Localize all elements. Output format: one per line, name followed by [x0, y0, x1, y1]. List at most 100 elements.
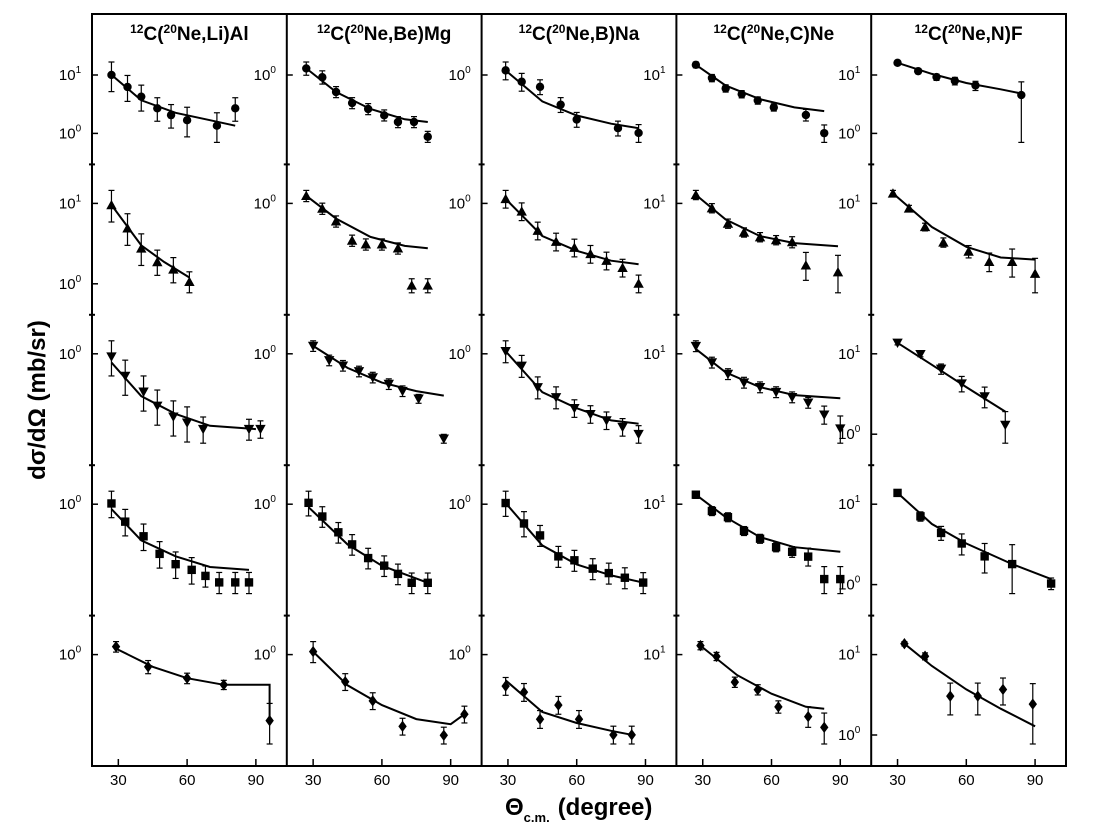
data-point	[152, 401, 163, 412]
data-point	[231, 578, 240, 587]
y-tick-label: 100	[448, 645, 471, 664]
data-point	[753, 96, 762, 105]
data-point	[532, 383, 543, 393]
data-point	[302, 64, 311, 73]
data-point	[638, 578, 648, 587]
panel-title: 12C(20Ne,C)Ne	[713, 22, 834, 45]
y-tick-label: 100	[254, 344, 277, 363]
data-point	[244, 578, 254, 587]
data-point	[168, 412, 179, 422]
data-point	[123, 82, 132, 92]
data-point	[219, 679, 228, 691]
y-tick-label: 100	[254, 193, 277, 212]
data-point	[738, 378, 750, 388]
data-point	[900, 638, 909, 650]
data-point	[330, 216, 342, 226]
data-point	[376, 239, 388, 249]
y-tick-label: 101	[838, 65, 861, 84]
y-tick-label: 101	[643, 645, 666, 664]
plot-frame	[91, 13, 1067, 767]
data-point	[255, 424, 266, 435]
x-tick-label: 90	[442, 772, 459, 789]
x-tick-label: 60	[958, 772, 975, 789]
data-point	[707, 506, 717, 516]
data-point	[803, 552, 813, 561]
data-point	[980, 552, 989, 561]
data-point	[550, 393, 562, 403]
data-point	[770, 234, 782, 245]
y-tick-label: 101	[643, 193, 666, 212]
data-point	[243, 424, 255, 435]
data-point	[500, 193, 511, 204]
x-tick-label: 30	[110, 772, 127, 789]
y-tick-label: 100	[838, 575, 861, 594]
data-point	[690, 189, 702, 200]
data-point	[820, 721, 829, 734]
data-point	[620, 573, 630, 582]
data-point	[460, 708, 469, 720]
data-point	[334, 528, 343, 537]
data-point	[197, 424, 209, 435]
data-point	[691, 60, 701, 70]
data-point	[532, 225, 543, 235]
data-point	[337, 361, 349, 371]
data-point	[585, 248, 596, 259]
data-point	[627, 729, 636, 741]
data-point	[739, 526, 749, 536]
data-point	[519, 686, 529, 698]
y-tick-label: 100	[448, 344, 471, 363]
data-point	[617, 422, 628, 433]
fit-curve	[115, 647, 271, 721]
data-point	[706, 358, 718, 368]
data-point	[893, 58, 902, 68]
data-point	[588, 564, 597, 573]
x-tick-label: 90	[1027, 772, 1044, 789]
data-point	[723, 512, 733, 522]
data-point	[832, 266, 844, 277]
y-tick-label: 100	[254, 494, 277, 513]
y-tick-label: 100	[59, 494, 82, 513]
data-point	[730, 676, 740, 688]
data-point	[913, 66, 923, 76]
data-point	[1006, 256, 1018, 266]
data-point	[769, 103, 778, 112]
data-point	[106, 199, 117, 210]
data-point	[957, 539, 966, 548]
fit-curve	[699, 644, 825, 710]
data-point	[722, 369, 734, 380]
data-point	[201, 571, 210, 581]
x-tick-label: 60	[568, 772, 585, 789]
data-point	[535, 82, 545, 92]
fit-curve	[312, 650, 465, 726]
data-point	[152, 256, 163, 267]
data-point	[519, 519, 529, 528]
fit-curve	[897, 61, 1022, 95]
fit-curve	[896, 341, 1006, 413]
data-point	[984, 256, 995, 266]
data-point	[171, 559, 180, 569]
data-point	[570, 556, 579, 565]
data-point	[1028, 698, 1037, 710]
data-point	[212, 121, 222, 130]
panel-title: 12C(20Ne,N)F	[915, 22, 1023, 45]
y-tick-label: 101	[59, 65, 82, 84]
data-point	[774, 701, 783, 713]
fit-curve	[695, 194, 839, 248]
data-point	[184, 276, 195, 286]
data-point	[409, 117, 419, 127]
data-point	[691, 490, 701, 499]
y-tick-label: 100	[59, 123, 82, 142]
data-point	[753, 684, 762, 696]
data-point	[998, 683, 1008, 696]
data-point	[604, 568, 613, 578]
data-point	[423, 578, 432, 587]
data-point	[836, 574, 845, 584]
y-tick-label: 101	[59, 193, 82, 212]
data-point	[304, 498, 313, 508]
fit-curve	[896, 492, 1052, 581]
data-point	[1017, 90, 1026, 100]
data-point	[347, 540, 357, 549]
data-point	[168, 264, 179, 274]
data-point	[819, 410, 830, 420]
data-point	[554, 699, 563, 711]
